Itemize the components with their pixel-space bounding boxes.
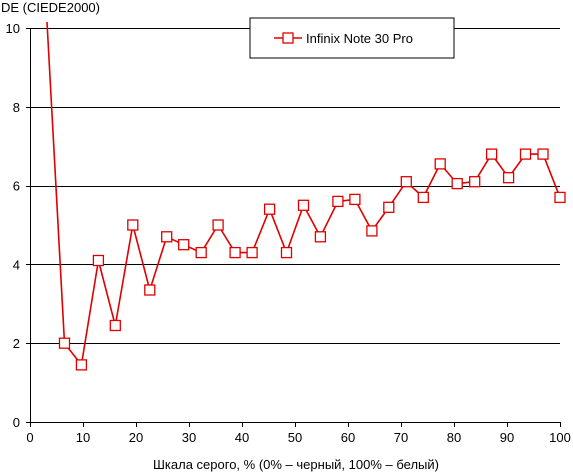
data-point-80.6 bbox=[451, 177, 463, 190]
data-point-93.5 bbox=[519, 148, 532, 160]
data-point-19.4 bbox=[127, 219, 139, 231]
x-tick-label-30: 30 bbox=[182, 430, 196, 445]
x-tick-label-0: 0 bbox=[26, 430, 33, 445]
data-point-77.4 bbox=[434, 158, 446, 170]
data-point-61.3 bbox=[349, 193, 361, 206]
y-axis-label: DE (CIEDE2000) bbox=[1, 0, 100, 15]
data-point-58.1 bbox=[332, 195, 344, 208]
y-tick-label-10: 10 bbox=[6, 21, 20, 36]
x-tick-label-100: 100 bbox=[549, 430, 571, 445]
data-point-38.7 bbox=[229, 246, 241, 259]
x-tick-label-60: 60 bbox=[341, 430, 355, 445]
data-point-74.2 bbox=[417, 191, 429, 204]
data-point-35.5 bbox=[212, 219, 224, 231]
axes bbox=[26, 28, 561, 427]
data-point-54.8 bbox=[314, 231, 327, 243]
data-point-90.3 bbox=[502, 172, 515, 184]
y-tick-label-6: 6 bbox=[13, 179, 20, 194]
data-point-64.5 bbox=[366, 225, 378, 237]
data-point-29 bbox=[178, 239, 190, 251]
data-point-87.1 bbox=[485, 148, 498, 160]
legend: Infinix Note 30 Pro bbox=[249, 17, 455, 59]
series-line-0 bbox=[46, 21, 561, 366]
data-point-96.8 bbox=[537, 148, 549, 160]
data-point-71 bbox=[400, 176, 412, 188]
data-point-32.3 bbox=[195, 246, 207, 259]
x-tick-label-20: 20 bbox=[129, 430, 143, 445]
data-point-48.4 bbox=[280, 246, 293, 259]
data-point-16.1 bbox=[109, 319, 121, 332]
data-point-100 bbox=[554, 191, 566, 204]
data-point-51.6 bbox=[297, 199, 310, 211]
x-axis-label: Шкала серого, % (0% – черный, 100% – бел… bbox=[153, 457, 439, 472]
data-point-22.6 bbox=[144, 284, 156, 296]
x-tick-label-90: 90 bbox=[500, 430, 514, 445]
data-point-67.7 bbox=[383, 201, 395, 213]
data-point-25.8 bbox=[161, 231, 173, 243]
data-point-83.9 bbox=[469, 176, 481, 188]
x-tick-label-80: 80 bbox=[447, 430, 461, 445]
x-tick-label-40: 40 bbox=[235, 430, 249, 445]
data-point-41.9 bbox=[246, 246, 258, 259]
data-point-6.5 bbox=[58, 337, 71, 349]
y-tick-label-0: 0 bbox=[13, 415, 20, 430]
data-point-9.7 bbox=[75, 359, 88, 371]
y-tick-label-8: 8 bbox=[13, 100, 20, 115]
y-tick-label-4: 4 bbox=[13, 257, 20, 272]
data-point-12.9 bbox=[92, 254, 105, 267]
series-layer bbox=[46, 21, 566, 371]
x-tick-label-50: 50 bbox=[288, 430, 302, 445]
x-tick-label-10: 10 bbox=[76, 430, 90, 445]
legend-label: Infinix Note 30 Pro bbox=[306, 31, 413, 46]
legend-marker bbox=[282, 32, 294, 44]
grid-lines bbox=[30, 28, 560, 344]
x-tick-label-70: 70 bbox=[394, 430, 408, 445]
y-tick-label-2: 2 bbox=[13, 336, 20, 351]
data-point-45.2 bbox=[263, 203, 276, 215]
